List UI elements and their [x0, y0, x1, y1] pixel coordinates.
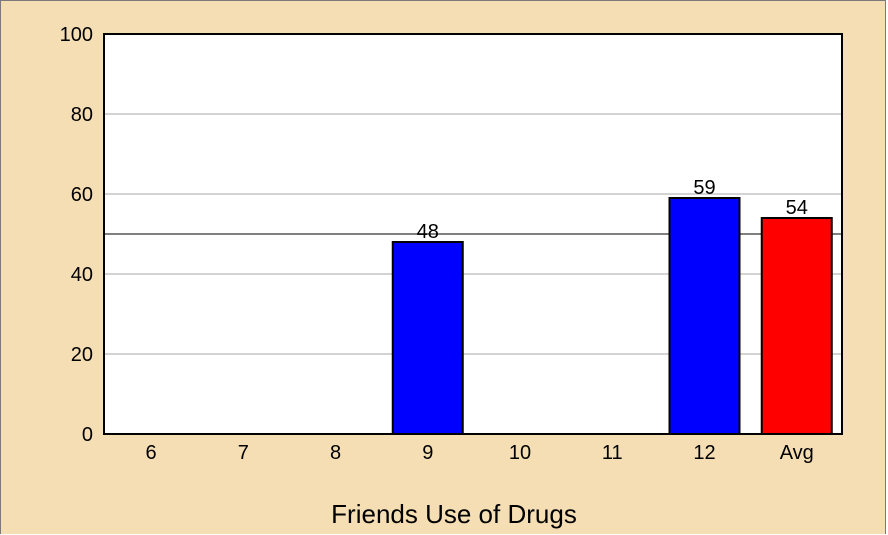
data-label: 48: [417, 221, 439, 243]
bar-grade-12: [668, 197, 741, 435]
x-tick-label: 8: [330, 442, 341, 464]
y-tick-label: 80: [71, 104, 93, 126]
x-tick-label: 9: [422, 442, 433, 464]
bars: [391, 197, 833, 435]
x-tick-labels: 6 7 8 9 10 11 12 Avg: [145, 442, 813, 464]
bar-avg: [760, 217, 833, 435]
x-tick-label: Avg: [780, 442, 814, 464]
y-tick-label: 60: [71, 184, 93, 206]
x-tick-label: 6: [145, 442, 156, 464]
data-labels: 48 59 54: [417, 177, 808, 243]
y-tick-label: 0: [82, 424, 93, 446]
y-tick-labels: 0 20 40 60 80 100: [60, 24, 93, 446]
y-tick-label: 20: [71, 344, 93, 366]
data-label: 59: [693, 177, 715, 199]
y-tick-label: 100: [60, 24, 93, 46]
bar-grade-9: [391, 241, 464, 435]
x-tick-label: 11: [602, 442, 623, 464]
x-axis-title: Friends Use of Drugs: [331, 499, 577, 529]
x-tick-label: 7: [238, 442, 249, 464]
y-tick-label: 40: [71, 264, 93, 286]
data-label: 54: [786, 197, 808, 219]
x-tick-label: 10: [509, 442, 531, 464]
x-tick-label: 12: [693, 442, 715, 464]
